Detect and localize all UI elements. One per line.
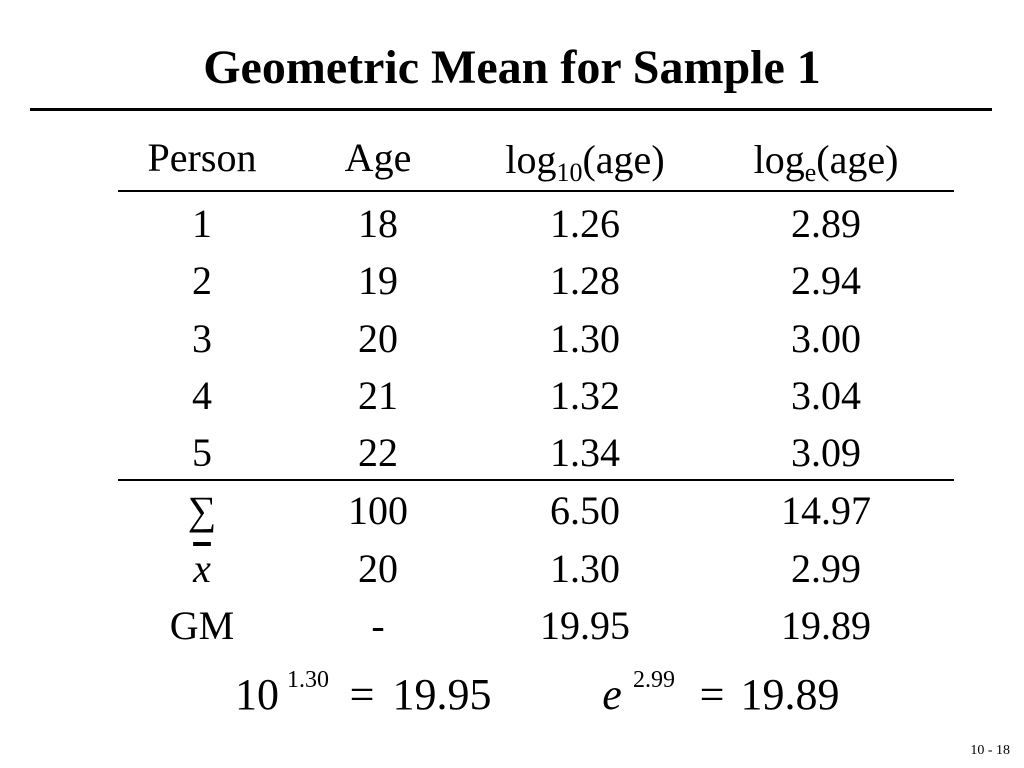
- table-cell: 2: [192, 258, 212, 304]
- header-rest: (age): [816, 137, 899, 182]
- title-rule: [30, 108, 992, 111]
- summary-cell: 6.50: [550, 488, 620, 533]
- sum-rule: [118, 479, 954, 481]
- table-cell: 3.04: [791, 372, 861, 418]
- table-cell: 20: [358, 315, 398, 361]
- table-cell: 18: [358, 201, 398, 246]
- summary-cell: GM: [169, 603, 235, 648]
- formula-exponent: 2.99: [633, 667, 675, 693]
- header-subscript: e: [804, 158, 817, 187]
- formula-result: 19.95: [392, 670, 492, 719]
- summary-cell: x: [193, 545, 211, 591]
- summary-cell: 14.97: [781, 488, 871, 533]
- formula-base: 10: [235, 670, 279, 719]
- table-cell: 5: [192, 430, 212, 476]
- summary-cell: 1.30: [550, 545, 620, 591]
- table-cell: 19: [358, 258, 398, 304]
- page-number: 10 - 18: [970, 743, 1010, 758]
- table-cell: 1.30: [550, 315, 620, 361]
- title: Geometric Mean for Sample 1: [203, 41, 821, 94]
- header-cell: log10(age): [505, 140, 664, 186]
- summary-cell: 20: [358, 545, 398, 591]
- table-cell: 1.32: [550, 372, 620, 418]
- formula-exponent: 1.30: [287, 667, 329, 693]
- table-cell: 3: [192, 315, 212, 361]
- summary-cell: 2.99: [791, 545, 861, 591]
- summary-cell: -: [371, 603, 385, 648]
- formula-base: e: [602, 670, 622, 719]
- table-cell: 2.89: [791, 201, 861, 246]
- header-base: log: [753, 137, 805, 182]
- summary-cell: 19.89: [781, 603, 871, 648]
- table-cell: 3.00: [791, 315, 861, 361]
- summary-cell: 19.95: [540, 603, 630, 648]
- table-cell: 1.34: [550, 430, 620, 476]
- formula-equals: =: [699, 670, 725, 719]
- formula-equals: =: [349, 670, 375, 719]
- header-cell: loge(age): [754, 140, 899, 186]
- table-cell: 4: [192, 372, 212, 418]
- table-cell: 1: [192, 201, 212, 246]
- header-cell: Age: [344, 135, 412, 180]
- header-cell: Person: [147, 135, 257, 180]
- table-cell: 3.09: [791, 430, 861, 476]
- table-cell: 21: [358, 372, 398, 418]
- summary-cell: ∑: [187, 488, 217, 533]
- formula-result: 19.89: [740, 670, 840, 719]
- table-cell: 2.94: [791, 258, 861, 304]
- header-rule: [118, 190, 954, 192]
- table-cell: 1.28: [550, 258, 620, 304]
- header-base: log: [505, 137, 557, 182]
- table-cell: 1.26: [550, 201, 620, 246]
- header-subscript: 10: [556, 158, 583, 187]
- summary-cell: 100: [348, 488, 408, 533]
- table-cell: 22: [358, 430, 398, 476]
- header-rest: (age): [582, 137, 665, 182]
